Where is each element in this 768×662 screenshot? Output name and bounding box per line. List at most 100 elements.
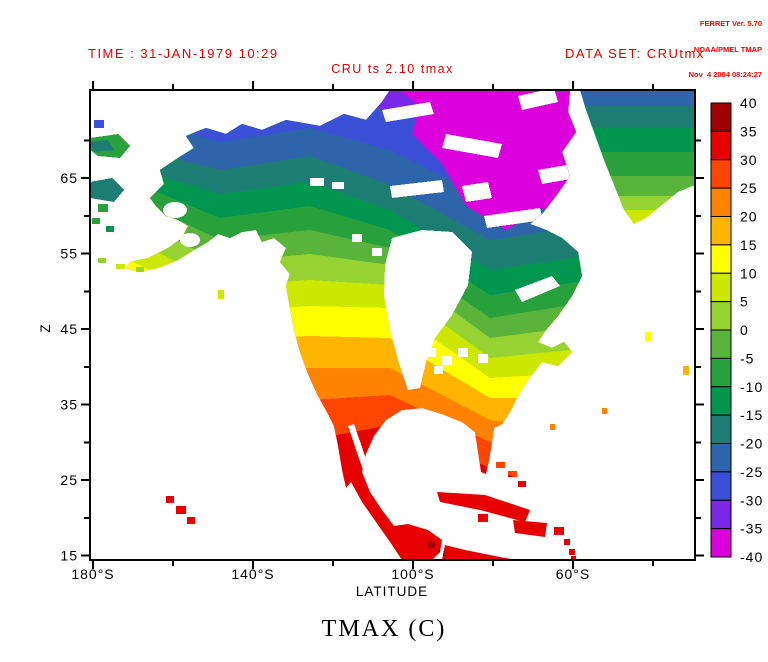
atlantic-island-speck bbox=[683, 366, 689, 375]
y-tick-25: 25 bbox=[60, 472, 78, 488]
great-lake-blank bbox=[478, 354, 488, 363]
colorbar bbox=[710, 102, 732, 558]
x-axis-major-ticks bbox=[92, 81, 574, 569]
atlantic-island-speck bbox=[550, 424, 555, 430]
chukotka-fragments bbox=[90, 120, 130, 232]
bermuda-speck bbox=[602, 408, 607, 414]
colorbar-cell bbox=[710, 187, 732, 217]
colorbar-cell bbox=[710, 414, 732, 444]
colorbar-cell bbox=[710, 102, 732, 132]
arctic-blank-speck bbox=[310, 178, 324, 186]
great-slave-lake-blank bbox=[352, 234, 362, 242]
dataset-label: DATA SET: CRUtmx bbox=[565, 46, 705, 61]
foxe-basin-blank bbox=[462, 182, 492, 202]
chukotka-speck bbox=[106, 226, 114, 232]
arctic-channel-blank bbox=[442, 134, 502, 158]
y-tick-35: 35 bbox=[60, 397, 78, 413]
x-tick-180S: 180°S bbox=[71, 566, 114, 582]
colorbar-tick-label: -10 bbox=[740, 379, 763, 395]
colorbar-cell bbox=[710, 301, 732, 331]
gl-band bbox=[580, 196, 695, 210]
colorbar-cell bbox=[710, 272, 732, 303]
x-tick-60S: 60°S bbox=[556, 566, 591, 582]
y-tick-65: 65 bbox=[60, 170, 78, 186]
colorbar-tick-label: -5 bbox=[740, 350, 754, 366]
colorbar-tick-label: 0 bbox=[740, 322, 749, 338]
chukotka-speck bbox=[98, 204, 108, 212]
watermark-line-3: Nov 4 2004 08:24:27 bbox=[688, 70, 762, 79]
colorbar-tick-label: -35 bbox=[740, 521, 763, 537]
colorbar-cell bbox=[710, 244, 732, 274]
colorbar-tick-label: 35 bbox=[740, 123, 758, 139]
arctic-channel-blank bbox=[518, 90, 558, 110]
great-lake-blank bbox=[434, 366, 443, 374]
colorbar-cell bbox=[710, 216, 732, 246]
colorbar-tick-label: -15 bbox=[740, 407, 763, 423]
watermark-line-2: NOAA/PMEL TMAP bbox=[693, 44, 762, 54]
colorbar-cell bbox=[710, 329, 732, 359]
colorbar-labels: 40 35 30 25 20 15 10 5 0 -5 -10 -15 -20 -25 -30 -35 -40 bbox=[740, 95, 763, 565]
aleutian-speck bbox=[116, 264, 125, 269]
colorbar-tick-label: -20 bbox=[740, 436, 763, 452]
time-label: TIME : 31-JAN-1979 10:29 bbox=[88, 46, 279, 61]
plot-frame bbox=[89, 89, 696, 561]
x-tick-100S: 100°S bbox=[391, 566, 434, 582]
x-axis-minor-ticks bbox=[172, 84, 654, 566]
colorbar-cell bbox=[710, 130, 732, 161]
aleutian-speck bbox=[154, 260, 162, 265]
chukotka-speck bbox=[92, 218, 100, 224]
gl-band bbox=[580, 90, 695, 106]
colorbar-cell bbox=[710, 386, 732, 416]
y-tick-55: 55 bbox=[60, 246, 78, 262]
colorbar-tick-label: 25 bbox=[740, 180, 758, 196]
colorbar-tick-label: 40 bbox=[740, 95, 758, 111]
watermark-line-1: FERRET Ver. 5.70 bbox=[699, 19, 762, 28]
cook-inlet-blank bbox=[180, 233, 200, 247]
colorbar-tick-label: -30 bbox=[740, 492, 763, 508]
y-axis-major-ticks bbox=[81, 177, 704, 557]
y-axis-minor-ticks bbox=[84, 139, 701, 519]
colorbar-tick-label: 10 bbox=[740, 265, 758, 281]
gl-band bbox=[580, 106, 695, 128]
great-lake-blank bbox=[458, 348, 468, 357]
temperature-map bbox=[90, 90, 695, 560]
chukotka-blob bbox=[90, 178, 124, 202]
chukotka-blob bbox=[90, 140, 114, 152]
norton-sound-blank bbox=[163, 202, 187, 218]
colorbar-tick-label: -25 bbox=[740, 464, 763, 480]
colorbar-tick-label: 30 bbox=[740, 152, 758, 168]
great-bear-lake-blank bbox=[372, 248, 382, 256]
arctic-blank-speck bbox=[332, 182, 344, 189]
island-specks bbox=[98, 258, 689, 430]
y-axis-label: Z bbox=[38, 323, 53, 332]
colorbar-tick-label: 15 bbox=[740, 237, 758, 253]
colorbar-tick-label: -40 bbox=[740, 549, 763, 565]
plot-title: CRU ts 2.10 tmax bbox=[331, 62, 454, 76]
colorbar-cell bbox=[710, 159, 732, 189]
great-lake-blank bbox=[426, 348, 436, 357]
colorbar-cell bbox=[710, 499, 732, 530]
y-tick-15: 15 bbox=[60, 548, 78, 564]
great-lake-blank bbox=[442, 356, 452, 365]
aleutian-speck bbox=[136, 267, 144, 272]
x-tick-140S: 140°S bbox=[231, 566, 274, 582]
colorbar-tick-label: 20 bbox=[740, 209, 758, 225]
colorbar-cell bbox=[710, 528, 732, 558]
aleutian-speck bbox=[98, 258, 106, 263]
gl-band bbox=[580, 210, 695, 224]
gl-band bbox=[580, 128, 695, 152]
map-variable-title: TMAX (C) bbox=[321, 616, 447, 642]
mainland-contours bbox=[126, 90, 582, 560]
gl-band bbox=[580, 176, 695, 196]
y-tick-45: 45 bbox=[60, 321, 78, 337]
hotspot-speck bbox=[438, 550, 445, 556]
arctic-channel-blank bbox=[390, 180, 444, 198]
pacific-island-speck bbox=[218, 290, 224, 299]
x-axis-label: LATITUDE bbox=[356, 584, 428, 599]
atlantic-island-speck bbox=[645, 332, 651, 341]
colorbar-tick-label: 5 bbox=[740, 294, 749, 310]
colorbar-cell bbox=[710, 471, 732, 501]
hudson-strait-blank bbox=[484, 208, 543, 228]
